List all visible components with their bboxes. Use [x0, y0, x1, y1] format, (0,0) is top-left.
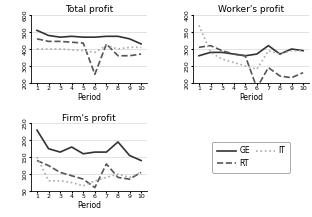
X-axis label: Period: Period — [239, 93, 263, 102]
Title: Worker's profit: Worker's profit — [218, 5, 284, 14]
Title: Total profit: Total profit — [65, 5, 113, 14]
X-axis label: Period: Period — [77, 93, 101, 102]
Title: Firm's profit: Firm's profit — [62, 113, 116, 123]
X-axis label: Period: Period — [77, 201, 101, 210]
Legend: GE, RT, IT: GE, RT, IT — [212, 142, 290, 173]
